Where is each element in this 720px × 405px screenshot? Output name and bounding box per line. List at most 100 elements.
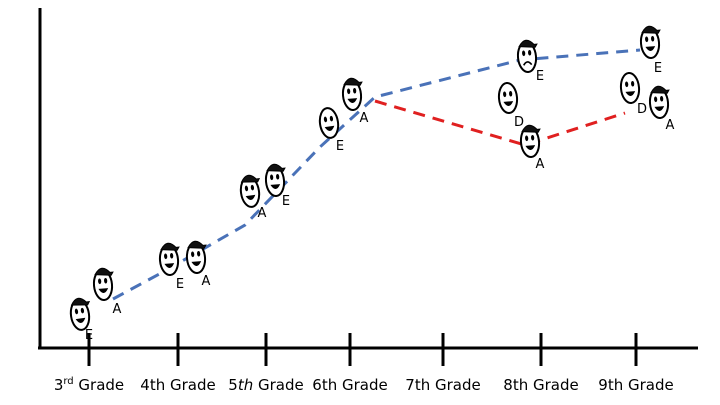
smile-icon [654, 106, 665, 111]
eye-icon [528, 49, 532, 56]
face-a-4th-grade [185, 240, 207, 274]
face-outline [497, 82, 519, 114]
eye-icon [625, 81, 629, 88]
smile-icon [98, 288, 109, 293]
eye-icon [164, 253, 168, 260]
eye-icon [80, 307, 85, 314]
smile-icon [645, 46, 656, 51]
cap-icon [187, 240, 207, 249]
face-letter: E [282, 194, 290, 209]
face-e-8th-grade [516, 39, 538, 73]
eye-icon [244, 185, 249, 192]
face-letter: D [514, 115, 524, 130]
cap-icon [94, 267, 114, 276]
x-axis-ticks: 3rd Grade 4th Grade 5th Grade 6th Grade 7th … [54, 333, 674, 394]
face-letter: D [637, 102, 647, 117]
cap-icon [240, 174, 261, 183]
cap-icon [641, 25, 661, 34]
smile-icon [625, 91, 636, 96]
tick-label-rest: Grade [253, 376, 304, 394]
face-letter: E [654, 61, 662, 76]
eye-icon [353, 87, 357, 94]
eye-icon [250, 184, 255, 191]
tick-label-num: 5 [228, 376, 238, 394]
eye-icon [170, 252, 174, 259]
face-a-5th-grade [239, 174, 261, 208]
eye-icon [276, 173, 280, 180]
tick-label-g3: 3rd Grade [54, 376, 124, 394]
face-a-3rd-grade [92, 267, 114, 301]
smile-icon [503, 101, 514, 106]
face-e-9th-grade [639, 25, 661, 59]
cap-icon [521, 124, 541, 133]
eye-icon [98, 278, 102, 285]
smile-icon [245, 194, 256, 200]
tick-label-g4: 4th Grade [140, 376, 215, 394]
face-letter: E [85, 328, 93, 343]
eye-icon [191, 251, 195, 258]
face-a-8th-grade [519, 124, 541, 158]
tick-label-g6: 6th Grade [312, 376, 387, 394]
eye-icon [270, 174, 274, 181]
eye-icon [347, 88, 351, 95]
face-letter: A [113, 302, 122, 317]
face-outline [619, 72, 641, 104]
face-e-3rd-grade [69, 297, 91, 331]
smile-icon [347, 98, 358, 103]
eye-icon [531, 134, 535, 141]
face-letter: A [536, 157, 545, 172]
face-letter: E [536, 69, 544, 84]
smile-icon [75, 317, 86, 323]
face-d-8th-grade [497, 82, 519, 114]
eye-icon [329, 115, 334, 122]
red-path [374, 99, 626, 147]
smile-icon [191, 261, 202, 266]
tick-label-g9: 9th Grade [598, 376, 673, 394]
cap-icon [160, 242, 180, 251]
face-letter: E [336, 139, 344, 154]
face-letter: A [360, 111, 369, 126]
tick-label-g5: 5th Grade [228, 376, 303, 394]
face-e-4th-grade [158, 242, 180, 276]
smile-icon [324, 125, 335, 131]
eye-icon [74, 308, 79, 315]
face-letter: A [258, 206, 267, 221]
eye-icon [509, 90, 513, 97]
eye-icon [197, 250, 201, 257]
eye-icon [525, 135, 529, 142]
tick-label-g8: 8th Grade [503, 376, 578, 394]
face-d-9th-grade [619, 72, 641, 104]
eye-icon [104, 277, 108, 284]
eye-icon [660, 95, 664, 102]
eye-icon [631, 80, 635, 87]
face-outline [318, 107, 340, 139]
face-letter: E [176, 277, 184, 292]
tick-label-italic: th [238, 376, 253, 394]
eye-icon [503, 91, 507, 98]
cap-icon [650, 85, 670, 94]
tick-label-g7: 7th Grade [405, 376, 480, 394]
face-e-5th-grade [264, 163, 286, 197]
tick-label-rest: Grade [74, 376, 125, 394]
face-a-9th-grade [648, 85, 670, 119]
eye-icon [522, 50, 526, 57]
face-letter: A [666, 118, 675, 133]
face-e-6th-grade [318, 107, 340, 139]
cap-icon [343, 77, 363, 86]
eye-icon [651, 35, 655, 42]
face-letter: A [202, 274, 211, 289]
eye-icon [654, 96, 658, 103]
cap-icon [266, 163, 286, 172]
cap-icon [70, 297, 91, 306]
tick-label-num: 3 [54, 376, 64, 394]
frown-icon [523, 61, 533, 66]
smile-icon [164, 263, 175, 268]
eye-icon [645, 36, 649, 43]
face-a-6th-grade [341, 77, 363, 111]
tick-label-sup: rd [63, 376, 73, 387]
smile-icon [525, 145, 536, 150]
eye-icon [323, 116, 328, 123]
cap-icon [518, 39, 538, 48]
